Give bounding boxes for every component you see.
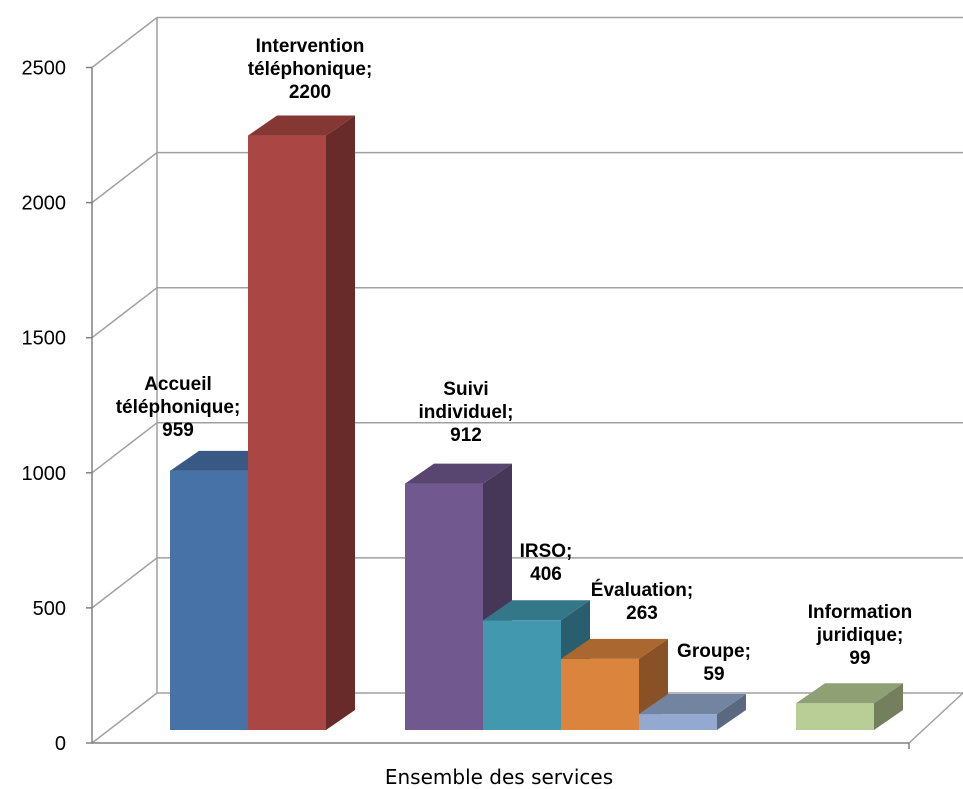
data-label: Suivi individuel; 912 [419,379,514,446]
bar-front [405,483,483,730]
bar-side [326,115,355,730]
gridline-side [91,287,158,339]
bar-groupe [639,694,746,730]
bar-information-juridique [796,683,903,730]
data-label: IRSO; 406 [520,541,573,585]
bar-top [561,638,668,659]
gridline-side [91,152,158,204]
bar-front [796,703,874,730]
chart-bars [170,115,903,730]
bar-top [796,683,903,704]
bar-suivi-individuel [405,463,512,730]
gridline-side [91,692,158,744]
y-tick-label: 2000 [22,193,67,215]
bar-top [639,694,746,715]
bar-side [717,694,746,730]
y-tick-label: 1000 [22,463,67,485]
data-label: Accueil téléphonique; 959 [116,374,241,441]
bar-top [248,115,355,136]
gridline-side [91,422,158,474]
data-label: Groupe; 59 [677,641,751,685]
gridline-side [91,557,158,609]
bar--valuation [561,638,668,730]
floor-edge [908,692,963,744]
data-label: Intervention téléphonique; 2200 [248,36,373,103]
chart-data-labels: Accueil téléphonique; 959 Intervention télép… [116,36,913,685]
data-label: Information juridique; 99 [808,602,913,669]
bar-front [170,470,248,730]
y-tick-label: 1500 [22,328,67,350]
chart-axes: 0 500 1000 1500 2000 2500 [22,58,910,755]
bar-front [483,620,561,730]
bar-intervention-t-l-phonique [248,115,355,730]
bar-front [561,658,639,730]
y-tick-label: 2500 [22,58,67,80]
bar-side [874,683,903,730]
bar-front [248,135,326,730]
bar-top [405,463,512,484]
gridline-side [91,16,158,69]
x-axis-label: Ensemble des services [385,765,613,789]
bar-front [639,714,717,730]
y-tick-label: 0 [55,733,66,755]
data-label: Évaluation; 263 [591,579,693,624]
bar-top [483,600,590,621]
y-tick-label: 500 [33,598,66,620]
